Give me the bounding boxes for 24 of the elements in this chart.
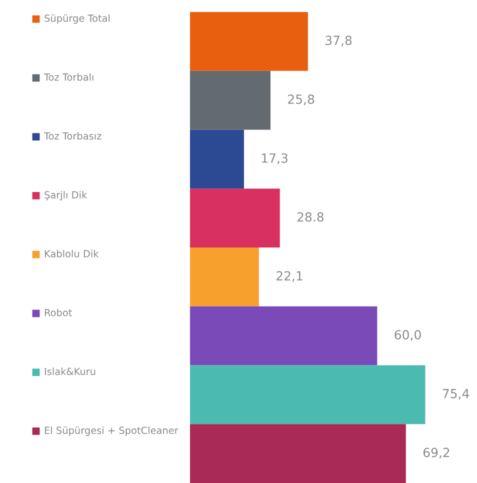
y-tick-label: Şarjlı Dik — [44, 190, 88, 200]
y-tick-label: Islak&Kuru — [44, 368, 96, 376]
y-tick-label: Kablolu Dik — [44, 250, 99, 258]
y-tick-label: El Süpürgesi + SpotCleaner — [44, 426, 178, 436]
bar — [190, 130, 244, 189]
y-tick-label: Toz Torbalı — [44, 73, 94, 81]
data-label: 37,8 — [326, 36, 352, 46]
bar — [190, 188, 280, 248]
bar — [190, 70, 270, 130]
y-tick-label: Süpürge Total — [44, 14, 110, 24]
bar — [190, 306, 378, 366]
data-label: 22,1 — [276, 271, 302, 282]
y-tick-label: Robot — [44, 308, 72, 316]
data-label: 60,0 — [394, 330, 421, 341]
data-label: 69,2 — [423, 448, 450, 458]
data-label: 25,8 — [288, 94, 314, 106]
y-tick-label: Toz Torbasız — [44, 132, 102, 140]
data-label: 75,4 — [442, 389, 470, 400]
bar — [190, 424, 406, 483]
bar — [190, 12, 308, 71]
data-label: 28.8 — [297, 212, 324, 222]
bar — [190, 248, 259, 306]
bar — [190, 365, 426, 424]
data-label: 17,3 — [262, 153, 288, 164]
